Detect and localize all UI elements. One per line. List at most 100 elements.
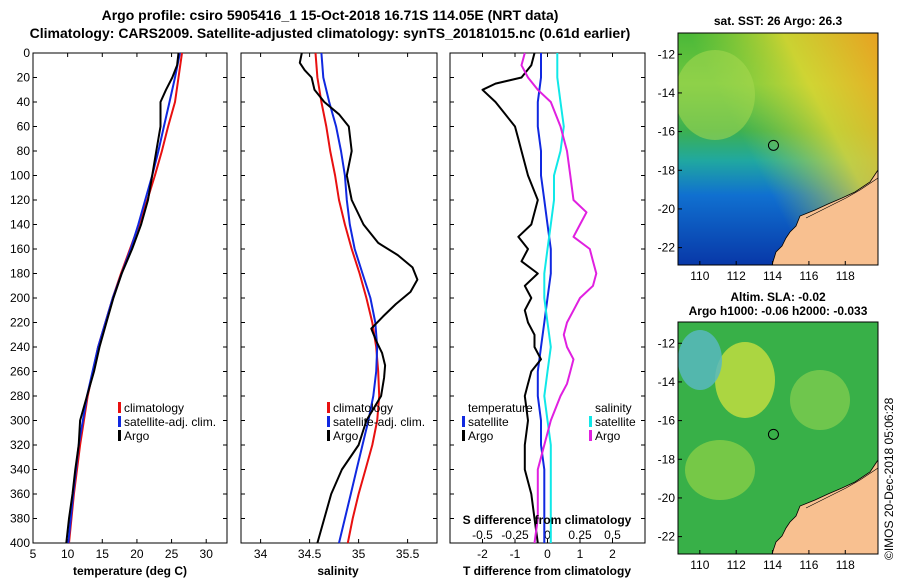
y-tick-label: 180: [10, 267, 30, 281]
sla-map-bathymetry: [805, 467, 878, 509]
difference-ticks: -2 -1 0 1 2 -0.5 -0.25 0 0.25 0.5: [450, 52, 645, 561]
sst-argo-marker: [767, 139, 779, 151]
sst-map-title: sat. SST: 26 Argo: 26.3: [714, 14, 843, 28]
x-tick-label: 10: [61, 547, 75, 561]
difference-legend-temperature: temperature satellite Argo: [462, 401, 533, 443]
title-line-2: Climatology: CARS2009. Satellite-adjuste…: [30, 25, 631, 41]
x-tick-label: 2: [609, 547, 616, 561]
map-x-tick-label: 112: [727, 558, 746, 572]
sst-field-patch: [678, 50, 755, 140]
legend-swatch-satellite-adj: [118, 416, 121, 427]
legend-label-sal-argo: Argo: [595, 429, 621, 443]
sla-map-ticks: 110 112 114 116 118 -12 -14 -16 -18 -20 -22: [658, 336, 856, 572]
sla-map-field: [678, 322, 878, 554]
x-tick-label: 34: [254, 547, 268, 561]
legend-swatch-argo: [327, 430, 330, 441]
sla-argo-marker: [767, 428, 779, 440]
difference-xlabel: T difference from climatology: [463, 564, 631, 578]
s-tick-label: 0.25: [568, 528, 592, 542]
y-tick-label: 100: [10, 169, 30, 183]
map-x-tick-label: 118: [836, 558, 855, 572]
y-tick-label: 40: [17, 95, 31, 109]
x-tick-label: 35.5: [396, 547, 420, 561]
legend-swatch-climatology: [118, 402, 121, 413]
difference-panel: -2 -1 0 1 2 -0.5 -0.25 0 0.25 0.5 T difference fr…: [449, 52, 646, 578]
legend-label-climatology: climatology: [333, 401, 393, 415]
map-y-tick-label: -16: [658, 125, 676, 139]
x-tick-label: 5: [30, 547, 37, 561]
s-tick-label: 0: [544, 528, 551, 542]
x-tick-label: 20: [130, 547, 144, 561]
y-tick-label: 300: [10, 414, 30, 428]
map-x-tick-label: 112: [727, 269, 746, 283]
series-salinity-argo: [520, 52, 598, 544]
temperature-lines: [65, 52, 183, 544]
map-y-tick-label: -14: [658, 86, 676, 100]
y-tick-label: 20: [17, 71, 31, 85]
salinity-panel: 34 34.5 35 35.5 salinity climatology satell…: [240, 52, 438, 578]
difference-legend-salinity: salinity satellite Argo: [589, 401, 636, 443]
legend-swatch-argo: [118, 430, 121, 441]
x-tick-label: 1: [577, 547, 584, 561]
y-tick-label: 200: [10, 291, 30, 305]
legend-swatch-satellite-adj: [327, 416, 330, 427]
sla-map-title-1: Altim. SLA: -0.02: [730, 290, 826, 304]
series-argo: [65, 52, 180, 544]
sla-field-patch-2: [685, 440, 755, 500]
series-satellite-adj-clim-: [67, 52, 181, 544]
y-tick-label: 320: [10, 438, 30, 452]
map-x-tick-label: 116: [799, 558, 818, 572]
map-x-tick-label: 114: [763, 558, 782, 572]
legend-swatch-sal-satellite: [589, 416, 592, 427]
legend-label-satellite-adj: satellite-adj. clim.: [124, 415, 216, 429]
legend-swatch-sal-argo: [589, 430, 592, 441]
y-tick-label: 140: [10, 218, 30, 232]
sla-field-patch: [790, 370, 850, 430]
sst-map-panel: sat. SST: 26 Argo: 26.3 110 112 114 116 118 -…: [658, 14, 879, 283]
map-y-tick-label: -22: [658, 241, 676, 255]
x-tick-label: 0: [544, 547, 551, 561]
salinity-lines: [298, 52, 419, 544]
y-tick-label: 160: [10, 242, 30, 256]
sla-field-high: [715, 342, 775, 418]
temperature-axes-frame: [32, 52, 228, 544]
sst-map-field: [678, 33, 878, 265]
y-tick-label: 340: [10, 463, 30, 477]
sla-field-low: [678, 330, 722, 390]
x-tick-label: 35: [352, 547, 366, 561]
legend-swatch-temp-argo: [462, 430, 465, 441]
imos-credit: ©IMOS 20-Dec-2018 05:06:28: [882, 397, 896, 560]
map-y-tick-label: -20: [658, 202, 676, 216]
series-climatology: [314, 52, 381, 544]
difference-lines: [481, 52, 598, 544]
legend-label-temp-satellite: satellite: [468, 415, 509, 429]
y-tick-label: 80: [17, 144, 31, 158]
map-y-tick-label: -18: [658, 452, 676, 466]
legend-label-temp-argo: Argo: [468, 429, 494, 443]
legend-label-satellite-adj: satellite-adj. clim.: [333, 415, 425, 429]
s-tick-label: -0.5: [472, 528, 493, 542]
map-y-tick-label: -16: [658, 414, 676, 428]
sla-map-panel: Altim. SLA: -0.02 Argo h1000: -0.06 h200…: [658, 290, 879, 572]
map-x-tick-label: 110: [690, 269, 709, 283]
map-y-tick-label: -12: [658, 336, 676, 350]
salinity-ticks: 34 34.5 35 35.5: [241, 52, 437, 561]
legend-label-argo: Argo: [124, 429, 150, 443]
series-climatology: [68, 52, 183, 544]
y-tick-label: 120: [10, 193, 30, 207]
sst-map-bathymetry: [805, 177, 878, 219]
map-y-tick-label: -14: [658, 375, 676, 389]
map-y-tick-label: -12: [658, 47, 676, 61]
s-tick-label: 0.5: [604, 528, 621, 542]
legend-label-sal-satellite: satellite: [595, 415, 636, 429]
sla-map-title-2: Argo h1000: -0.06 h2000: -0.033: [689, 304, 868, 318]
x-tick-label: -1: [510, 547, 521, 561]
x-tick-label: 30: [200, 547, 214, 561]
legend-title-salinity: salinity: [595, 401, 632, 415]
s-tick-label: -0.25: [501, 528, 529, 542]
legend-label-climatology: climatology: [124, 401, 184, 415]
x-tick-label: 25: [165, 547, 179, 561]
map-x-tick-label: 110: [690, 558, 709, 572]
series-satellite-adj-clim-: [320, 52, 379, 544]
y-tick-label: 220: [10, 316, 30, 330]
